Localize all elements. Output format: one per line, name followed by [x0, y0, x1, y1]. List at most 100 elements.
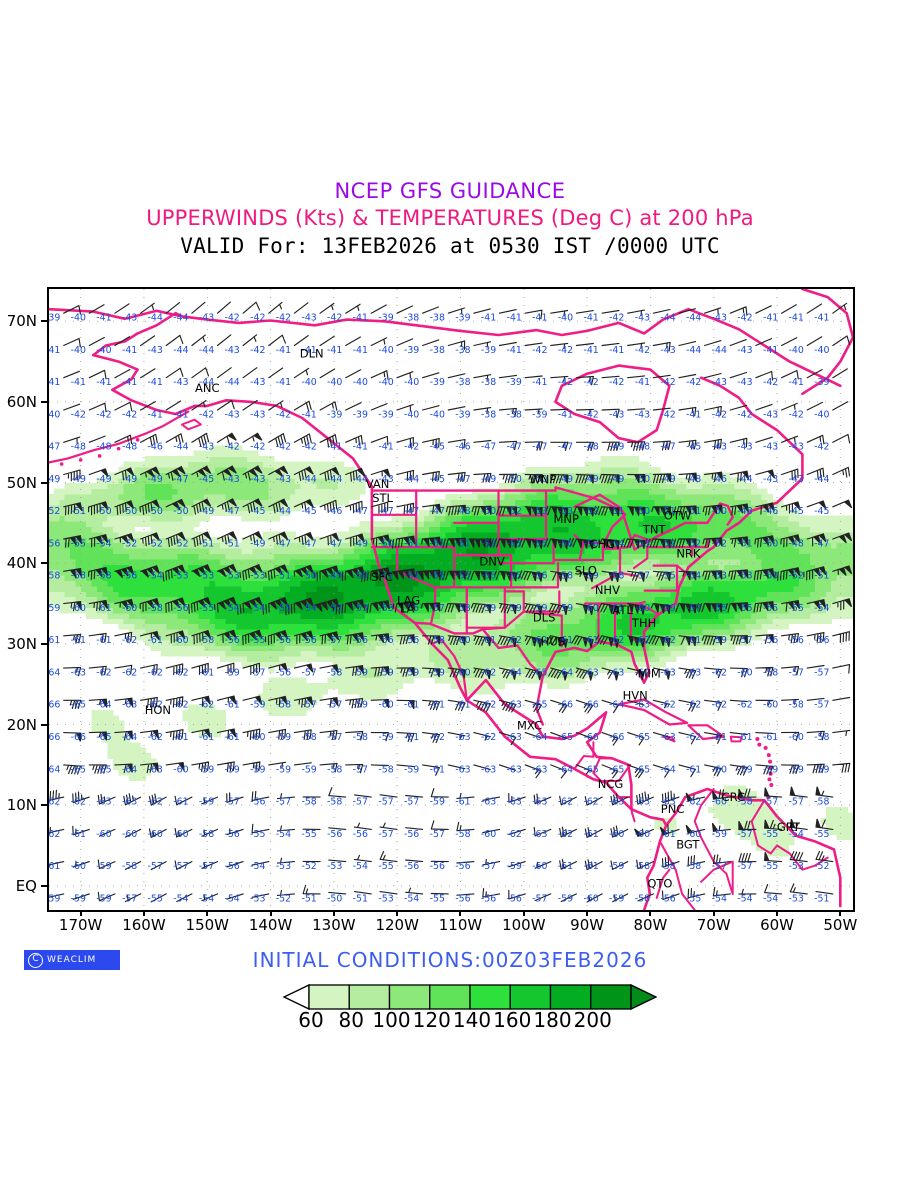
wind-barb	[781, 468, 799, 481]
wind-barb	[265, 564, 289, 581]
wind-barb	[97, 859, 116, 870]
temperature-value: -55	[814, 829, 829, 840]
wind-barb	[595, 634, 620, 648]
wind-barb	[150, 861, 167, 871]
wind-barb	[781, 304, 797, 314]
wind-barb	[370, 370, 389, 380]
wind-barb	[652, 440, 671, 451]
temperature-value: -61	[712, 732, 727, 743]
wind-barb	[191, 564, 212, 578]
temperature-value: -58	[199, 635, 214, 646]
wind-barb	[687, 855, 706, 867]
temperature-value: -61	[430, 700, 445, 711]
colorbar-swatch-120	[429, 984, 471, 1010]
temperature-value: -62	[558, 797, 573, 808]
wind-barb	[473, 341, 492, 348]
temperature-value: -41	[148, 377, 163, 388]
wind-barb	[124, 893, 142, 903]
temperature-value: -39	[404, 345, 419, 356]
wind-barb	[652, 667, 671, 680]
temperature-value: -40	[96, 345, 111, 356]
longitude-tick-50w: 50W	[823, 916, 858, 934]
temperature-value: -44	[327, 474, 342, 485]
wind-barb	[379, 794, 398, 798]
temperature-value: -57	[301, 668, 316, 679]
temperature-value: -64	[122, 732, 137, 743]
longitude-tick-60w: 60W	[760, 916, 794, 934]
temperature-value: -41	[276, 345, 291, 356]
map-canvas: -59-59-59-57-55-54-54-54-53-52-51-50-51-…	[49, 289, 853, 910]
wind-barb	[678, 667, 697, 679]
wind-barb	[832, 532, 853, 544]
temperature-value: -59	[199, 797, 214, 808]
wind-barb	[63, 305, 81, 315]
wind-barb	[72, 791, 90, 804]
wind-barb	[353, 891, 372, 895]
wind-barb	[678, 373, 697, 379]
wind-barb	[63, 370, 80, 379]
temperature-value: -63	[635, 797, 650, 808]
wind-barb	[567, 537, 594, 550]
wind-barb	[293, 400, 312, 412]
wind-barb	[345, 763, 364, 774]
temperature-value: -63	[686, 668, 701, 679]
wind-barb	[405, 887, 424, 895]
temperature-value: -58	[327, 668, 342, 679]
wind-barb	[191, 367, 210, 379]
wind-barb	[636, 859, 654, 870]
wind-barb	[456, 821, 475, 832]
wind-barb	[422, 438, 440, 449]
temperature-value: -56	[301, 635, 316, 646]
temperature-value: -52	[660, 538, 675, 549]
wind-barb	[652, 570, 671, 582]
wind-barb	[806, 697, 825, 701]
colorbar-tick-80: 80	[338, 1008, 364, 1032]
wind-barb	[421, 536, 441, 547]
wind-barb	[524, 309, 543, 320]
wind-barb	[575, 408, 594, 415]
temperature-value: -58	[71, 571, 86, 582]
wind-barb	[696, 602, 723, 613]
temperature-value: -54	[250, 603, 265, 614]
wind-barb	[88, 501, 109, 516]
temperature-value: -53	[635, 538, 650, 549]
temperature-value: -48	[583, 442, 598, 453]
wind-barb	[832, 433, 851, 444]
temperature-value: -60	[71, 861, 86, 872]
temperature-value: -45	[789, 506, 804, 517]
temperature-value: -63	[532, 829, 547, 840]
wind-barb	[806, 730, 825, 741]
temperature-value: -59	[404, 668, 419, 679]
wind-barb	[701, 635, 723, 646]
wind-barb	[447, 406, 466, 411]
temperature-value: -53	[353, 603, 368, 614]
temperature-value: -47	[49, 442, 60, 453]
temperature-value: -51	[660, 506, 675, 517]
temperature-value: -44	[686, 313, 701, 324]
temperature-value: -59	[583, 571, 598, 582]
map-plot-area[interactable]: -59-59-59-57-55-54-54-54-53-52-51-50-51-…	[47, 287, 855, 912]
wind-barb	[560, 893, 577, 903]
wind-barb	[447, 732, 466, 741]
temperature-value: -59	[507, 603, 522, 614]
wind-barb	[139, 597, 160, 612]
wind-barb	[545, 635, 569, 648]
wind-barb	[774, 567, 801, 582]
wind-barb	[276, 825, 295, 832]
temperature-value: -56	[404, 829, 419, 840]
wind-barb	[422, 306, 439, 314]
wind-barb	[678, 308, 696, 314]
wind-barb	[268, 433, 287, 448]
wind-barb	[140, 565, 160, 578]
temperature-value: -55	[276, 603, 291, 614]
wind-barb	[815, 850, 834, 863]
temperature-value: -53	[250, 571, 265, 582]
station-label: CHG	[590, 537, 616, 551]
wind-barb	[781, 369, 799, 380]
temperature-value: -55	[763, 829, 778, 840]
temperature-value: -51	[199, 538, 214, 549]
wind-barb	[191, 728, 211, 738]
temperature-value: -56	[276, 668, 291, 679]
wind-barb	[678, 635, 697, 647]
temperature-value: -56	[353, 635, 368, 646]
